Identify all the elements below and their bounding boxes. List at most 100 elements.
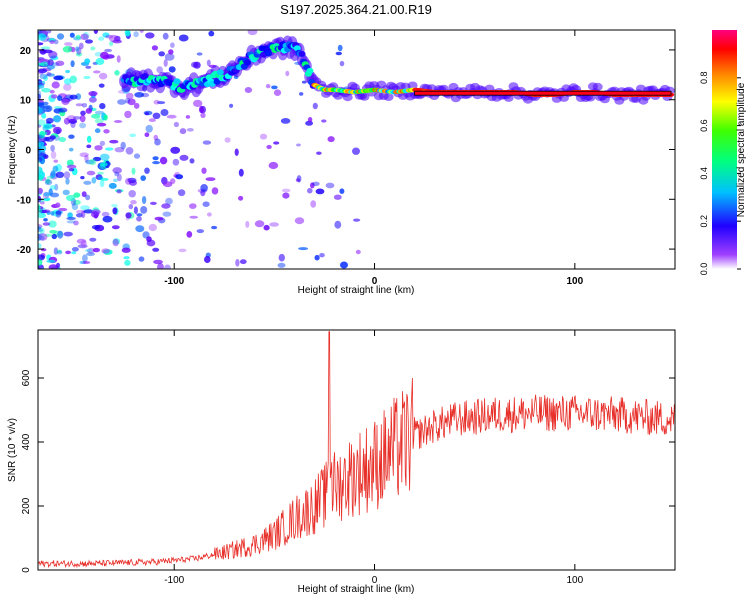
- noise-blob: [55, 210, 62, 218]
- noise-blob: [164, 53, 175, 61]
- noise-blob: [204, 255, 211, 264]
- ridge-core: [141, 73, 149, 80]
- noise-blob: [50, 94, 58, 99]
- noise-blob: [145, 124, 153, 133]
- noise-blob: [53, 105, 63, 109]
- noise-blob: [66, 216, 76, 221]
- noise-blob: [57, 95, 63, 101]
- noise-blob: [196, 229, 204, 234]
- noise-blob: [38, 119, 46, 126]
- noise-blob: [280, 118, 291, 124]
- noise-blob: [244, 87, 253, 93]
- colorbar-gradient: [712, 30, 737, 269]
- noise-blob: [81, 191, 87, 198]
- noise-blob: [38, 138, 45, 143]
- noise-blob: [38, 212, 47, 219]
- colorbar: 0.0 0.2 0.4 0.6 0.8 Normalized spectral ampl…: [699, 30, 747, 275]
- noise-blob: [38, 84, 45, 89]
- noise-blob: [189, 158, 195, 164]
- noise-blob: [124, 259, 131, 266]
- noise-blob: [315, 188, 325, 195]
- noise-blob: [133, 31, 139, 38]
- noise-blob: [38, 155, 45, 160]
- noise-blob: [121, 247, 131, 253]
- noise-blob: [191, 61, 199, 68]
- noise-blob: [108, 34, 119, 43]
- noise-blob: [47, 59, 54, 67]
- noise-blob: [64, 42, 73, 46]
- noise-blob: [86, 252, 95, 257]
- noise-blob: [99, 162, 108, 167]
- noise-blob: [278, 253, 285, 262]
- colorbar-tick-label: 0.8: [699, 72, 709, 85]
- noise-blob: [238, 168, 244, 177]
- noise-blob: [71, 251, 77, 255]
- noise-blob: [66, 115, 77, 122]
- noise-blob: [85, 248, 93, 253]
- spectrogram-xtick-label: -100: [164, 276, 184, 287]
- noise-blob: [71, 247, 79, 252]
- noise-blob: [314, 254, 320, 261]
- noise-blob: [103, 114, 108, 121]
- noise-blob: [134, 92, 145, 98]
- noise-blob: [102, 32, 110, 38]
- noise-blob: [40, 151, 46, 157]
- noise-blob: [196, 52, 203, 56]
- noise-blob: [152, 112, 161, 120]
- noise-blob: [70, 46, 76, 53]
- noise-blob: [140, 206, 148, 214]
- noise-blob: [146, 236, 152, 243]
- noise-blob: [148, 223, 157, 232]
- noise-blob: [43, 218, 48, 222]
- noise-blob: [68, 118, 78, 124]
- noise-blob: [51, 233, 57, 240]
- noise-blob: [178, 248, 187, 253]
- noise-blob: [72, 199, 81, 205]
- noise-blob: [82, 254, 88, 262]
- noise-blob: [41, 112, 47, 119]
- noise-blob: [108, 182, 117, 189]
- noise-blob: [63, 117, 70, 125]
- noise-blob: [53, 126, 62, 135]
- noise-blob: [120, 141, 126, 150]
- noise-blob: [154, 216, 164, 221]
- noise-blob: [56, 33, 65, 40]
- noise-blob: [43, 123, 53, 130]
- noise-blob: [38, 33, 47, 41]
- noise-blob: [133, 153, 141, 159]
- noise-blob: [38, 174, 44, 181]
- noise-blob: [75, 52, 83, 57]
- noise-blob: [57, 230, 64, 239]
- noise-blob: [152, 247, 160, 252]
- noise-blob: [239, 259, 247, 265]
- snr-axes: -100 0 100 0 200 400 600: [21, 330, 675, 586]
- noise-blob: [80, 240, 87, 248]
- noise-blob: [43, 197, 51, 202]
- noise-blob: [38, 68, 44, 75]
- noise-blob: [38, 102, 43, 107]
- noise-blob: [55, 128, 61, 135]
- noise-blob: [38, 131, 48, 136]
- noise-blob: [83, 180, 92, 185]
- noise-blob: [116, 55, 121, 63]
- noise-blob: [38, 226, 42, 230]
- noise-blob: [186, 128, 194, 132]
- noise-blob: [73, 192, 81, 198]
- noise-blob: [89, 96, 97, 103]
- noise-blob: [131, 167, 136, 175]
- noise-blob: [75, 46, 80, 52]
- ridge-core: [293, 45, 301, 52]
- noise-blob: [113, 178, 118, 183]
- noise-blob: [70, 121, 76, 128]
- noise-blob: [61, 98, 70, 105]
- noise-blob: [66, 220, 76, 224]
- noise-blob: [154, 138, 161, 146]
- noise-blob: [301, 80, 307, 84]
- noise-blob: [38, 107, 43, 115]
- noise-blob: [145, 32, 155, 39]
- noise-blob: [82, 31, 90, 40]
- noise-blob: [81, 210, 86, 219]
- snr-ytick-label: 600: [21, 369, 32, 386]
- noise-blob: [78, 42, 84, 50]
- noise-blob: [85, 65, 92, 69]
